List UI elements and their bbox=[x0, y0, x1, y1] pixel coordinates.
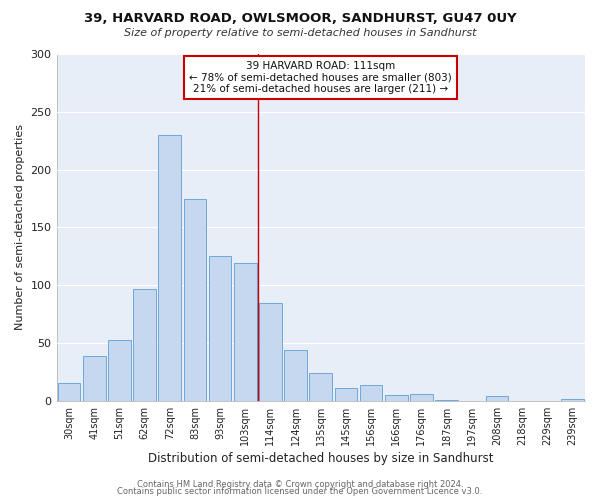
Bar bbox=[83, 356, 106, 401]
Bar bbox=[435, 400, 458, 401]
Text: Size of property relative to semi-detached houses in Sandhurst: Size of property relative to semi-detach… bbox=[124, 28, 476, 38]
Text: 39, HARVARD ROAD, OWLSMOOR, SANDHURST, GU47 0UY: 39, HARVARD ROAD, OWLSMOOR, SANDHURST, G… bbox=[83, 12, 517, 26]
Text: 39 HARVARD ROAD: 111sqm
← 78% of semi-detached houses are smaller (803)
21% of s: 39 HARVARD ROAD: 111sqm ← 78% of semi-de… bbox=[190, 61, 452, 94]
Bar bbox=[310, 373, 332, 401]
X-axis label: Distribution of semi-detached houses by size in Sandhurst: Distribution of semi-detached houses by … bbox=[148, 452, 494, 465]
Bar bbox=[108, 340, 131, 401]
Bar bbox=[133, 288, 156, 401]
Bar bbox=[158, 135, 181, 401]
Bar bbox=[234, 263, 257, 401]
Bar bbox=[410, 394, 433, 401]
Y-axis label: Number of semi-detached properties: Number of semi-detached properties bbox=[15, 124, 25, 330]
Bar bbox=[58, 384, 80, 401]
Bar bbox=[360, 384, 382, 401]
Text: Contains public sector information licensed under the Open Government Licence v3: Contains public sector information licen… bbox=[118, 488, 482, 496]
Bar bbox=[561, 398, 584, 401]
Bar bbox=[335, 388, 357, 401]
Bar bbox=[385, 395, 407, 401]
Bar bbox=[284, 350, 307, 401]
Bar bbox=[259, 302, 282, 401]
Bar bbox=[184, 198, 206, 401]
Text: Contains HM Land Registry data © Crown copyright and database right 2024.: Contains HM Land Registry data © Crown c… bbox=[137, 480, 463, 489]
Bar bbox=[209, 256, 232, 401]
Bar bbox=[485, 396, 508, 401]
